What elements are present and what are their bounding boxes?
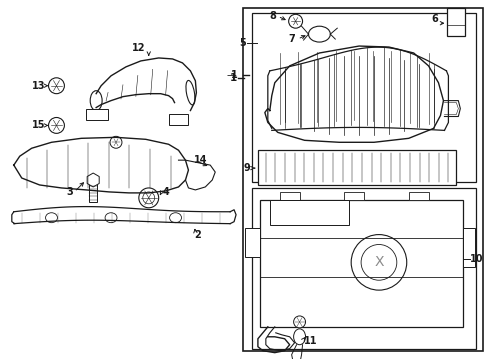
Bar (409, 192, 429, 200)
Text: 4: 4 (163, 187, 170, 197)
Bar (447, 8, 465, 36)
Text: 13: 13 (32, 81, 45, 91)
Bar (169, 113, 189, 125)
Text: 5: 5 (239, 38, 246, 48)
Ellipse shape (105, 213, 117, 223)
Text: 11: 11 (303, 336, 317, 346)
Text: 2: 2 (195, 230, 201, 239)
Circle shape (361, 244, 397, 280)
Text: 1: 1 (230, 73, 237, 83)
Circle shape (294, 316, 306, 328)
Bar (344, 192, 364, 200)
Ellipse shape (46, 213, 57, 223)
Circle shape (49, 78, 64, 94)
Text: 6: 6 (432, 14, 439, 24)
Text: X: X (374, 255, 384, 269)
Bar (270, 200, 349, 225)
Ellipse shape (170, 213, 181, 223)
Text: 1: 1 (231, 70, 238, 80)
Text: 12: 12 (132, 43, 146, 53)
Bar (89, 184, 97, 202)
Bar (280, 192, 299, 200)
Circle shape (110, 136, 122, 148)
Circle shape (49, 117, 64, 133)
Ellipse shape (90, 91, 102, 111)
Ellipse shape (186, 80, 195, 105)
Text: 9: 9 (243, 163, 250, 173)
Text: 7: 7 (289, 34, 295, 44)
Bar (86, 109, 108, 121)
Bar (260, 200, 464, 327)
Circle shape (139, 188, 159, 208)
Bar (258, 150, 456, 185)
Ellipse shape (294, 329, 306, 345)
Ellipse shape (309, 26, 330, 42)
Text: 3: 3 (67, 187, 74, 197)
Bar (464, 228, 475, 267)
Text: 8: 8 (269, 11, 276, 21)
Bar (252, 188, 476, 349)
Bar (243, 8, 483, 351)
Text: 10: 10 (470, 255, 484, 264)
Text: 15: 15 (32, 121, 45, 130)
Text: —: — (226, 70, 236, 80)
Circle shape (289, 14, 302, 28)
Bar (252, 13, 476, 182)
Circle shape (143, 192, 155, 204)
Bar (245, 228, 260, 257)
Circle shape (351, 235, 407, 290)
Text: 14: 14 (195, 155, 208, 165)
